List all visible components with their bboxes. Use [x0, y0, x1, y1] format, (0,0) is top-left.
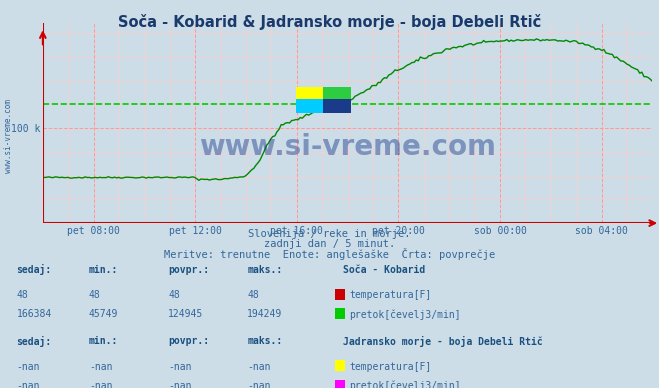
- Bar: [323, 99, 351, 113]
- Text: min.:: min.:: [89, 336, 119, 346]
- Text: 166384: 166384: [16, 309, 51, 319]
- Text: povpr.:: povpr.:: [168, 265, 209, 275]
- Text: -nan: -nan: [89, 381, 113, 388]
- Text: maks.:: maks.:: [247, 265, 282, 275]
- Text: maks.:: maks.:: [247, 336, 282, 346]
- Text: pretok[čevelj3/min]: pretok[čevelj3/min]: [349, 381, 461, 388]
- Text: Jadransko morje - boja Debeli Rtič: Jadransko morje - boja Debeli Rtič: [343, 336, 542, 347]
- Text: Soča - Kobarid: Soča - Kobarid: [343, 265, 425, 275]
- Text: -nan: -nan: [247, 381, 271, 388]
- Text: 48: 48: [89, 290, 101, 300]
- Text: -nan: -nan: [168, 362, 192, 372]
- Text: temperatura[F]: temperatura[F]: [349, 362, 432, 372]
- Text: 124945: 124945: [168, 309, 203, 319]
- Text: Soča - Kobarid & Jadransko morje - boja Debeli Rtič: Soča - Kobarid & Jadransko morje - boja …: [118, 14, 541, 29]
- Text: Meritve: trenutne  Enote: anglešaške  Črta: povprečje: Meritve: trenutne Enote: anglešaške Črta…: [164, 248, 495, 260]
- Bar: [323, 87, 351, 99]
- Text: sedaj:: sedaj:: [16, 336, 51, 347]
- Text: -nan: -nan: [89, 362, 113, 372]
- Text: 45749: 45749: [89, 309, 119, 319]
- Text: www.si-vreme.com: www.si-vreme.com: [199, 133, 496, 161]
- Bar: [296, 87, 323, 99]
- Text: -nan: -nan: [16, 381, 40, 388]
- Text: Slovenija / reke in morje.: Slovenija / reke in morje.: [248, 229, 411, 239]
- Text: 48: 48: [168, 290, 180, 300]
- Text: sedaj:: sedaj:: [16, 264, 51, 275]
- Text: 48: 48: [247, 290, 259, 300]
- Text: pretok[čevelj3/min]: pretok[čevelj3/min]: [349, 309, 461, 320]
- Text: www.si-vreme.com: www.si-vreme.com: [4, 99, 13, 173]
- Text: temperatura[F]: temperatura[F]: [349, 290, 432, 300]
- Bar: [296, 99, 323, 113]
- Text: min.:: min.:: [89, 265, 119, 275]
- Text: -nan: -nan: [168, 381, 192, 388]
- Text: -nan: -nan: [247, 362, 271, 372]
- Text: povpr.:: povpr.:: [168, 336, 209, 346]
- Text: 194249: 194249: [247, 309, 282, 319]
- Text: 48: 48: [16, 290, 28, 300]
- Text: -nan: -nan: [16, 362, 40, 372]
- Text: zadnji dan / 5 minut.: zadnji dan / 5 minut.: [264, 239, 395, 249]
